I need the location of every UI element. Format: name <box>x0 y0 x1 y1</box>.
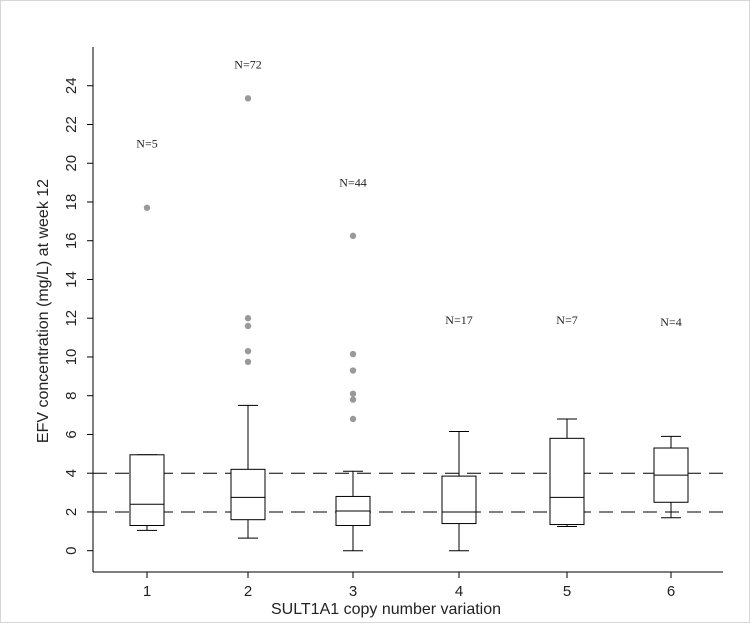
outlier-point <box>244 322 252 330</box>
outlier-point <box>349 396 357 403</box>
x-tick-label: 2 <box>244 583 252 600</box>
y-tick-label: 12 <box>63 310 80 327</box>
y-tick-label: 0 <box>63 547 80 555</box>
axes <box>92 47 723 573</box>
outlier-point <box>349 415 357 423</box>
y-tick-label: 20 <box>63 155 80 172</box>
y-tick-label: 10 <box>63 349 80 366</box>
y-tick-label: 4 <box>63 469 80 477</box>
x-axis-title: SULT1A1 copy number variation <box>271 601 501 618</box>
y-axis-title: EFV concentration (mg/L) at week 12 <box>35 179 52 443</box>
box-group: N=5 N=72 N=44 N=17 N=7 N=4 <box>129 57 689 552</box>
outlier-point <box>349 350 357 358</box>
x-tick-label: 4 <box>455 583 463 600</box>
n-label: N=7 <box>556 313 577 327</box>
box-4: N=17 <box>441 313 477 552</box>
n-label: N=17 <box>445 313 472 327</box>
iqr-box <box>441 475 477 525</box>
x-tick-label: 6 <box>667 583 675 600</box>
outlier-point <box>244 315 252 322</box>
outlier-point <box>244 95 252 102</box>
outlier-point <box>349 367 357 374</box>
box-1: N=5 <box>129 137 165 531</box>
outlier-point <box>244 347 252 355</box>
outlier-point <box>349 232 357 240</box>
x-tick-label: 3 <box>349 583 357 600</box>
outlier-point <box>244 358 252 366</box>
y-tick-label: 16 <box>63 232 80 249</box>
iqr-box <box>129 454 165 527</box>
x-tick-label: 5 <box>563 583 571 600</box>
y-tick-label: 6 <box>63 430 80 438</box>
reference-lines <box>93 472 723 513</box>
x-tick-label: 1 <box>143 583 151 600</box>
y-tick-label: 18 <box>63 194 80 211</box>
box-5: N=7 <box>549 313 585 527</box>
y-tick-label: 22 <box>63 116 80 133</box>
box-3: N=44 <box>335 175 371 552</box>
n-label: N=72 <box>234 57 261 71</box>
outlier-point <box>143 204 151 211</box>
y-tick-label: 2 <box>63 508 80 516</box>
box-6: N=4 <box>653 315 689 519</box>
outlier-point <box>349 390 357 397</box>
y-tick-label: 8 <box>63 392 80 400</box>
iqr-box <box>230 468 266 521</box>
n-label: N=44 <box>339 175 366 189</box>
n-label: N=5 <box>136 137 157 151</box>
y-tick-label: 14 <box>63 271 80 288</box>
n-label: N=4 <box>660 315 681 329</box>
box-2: N=72 <box>230 57 266 539</box>
y-tick-label: 24 <box>63 77 80 94</box>
iqr-box <box>549 437 585 526</box>
